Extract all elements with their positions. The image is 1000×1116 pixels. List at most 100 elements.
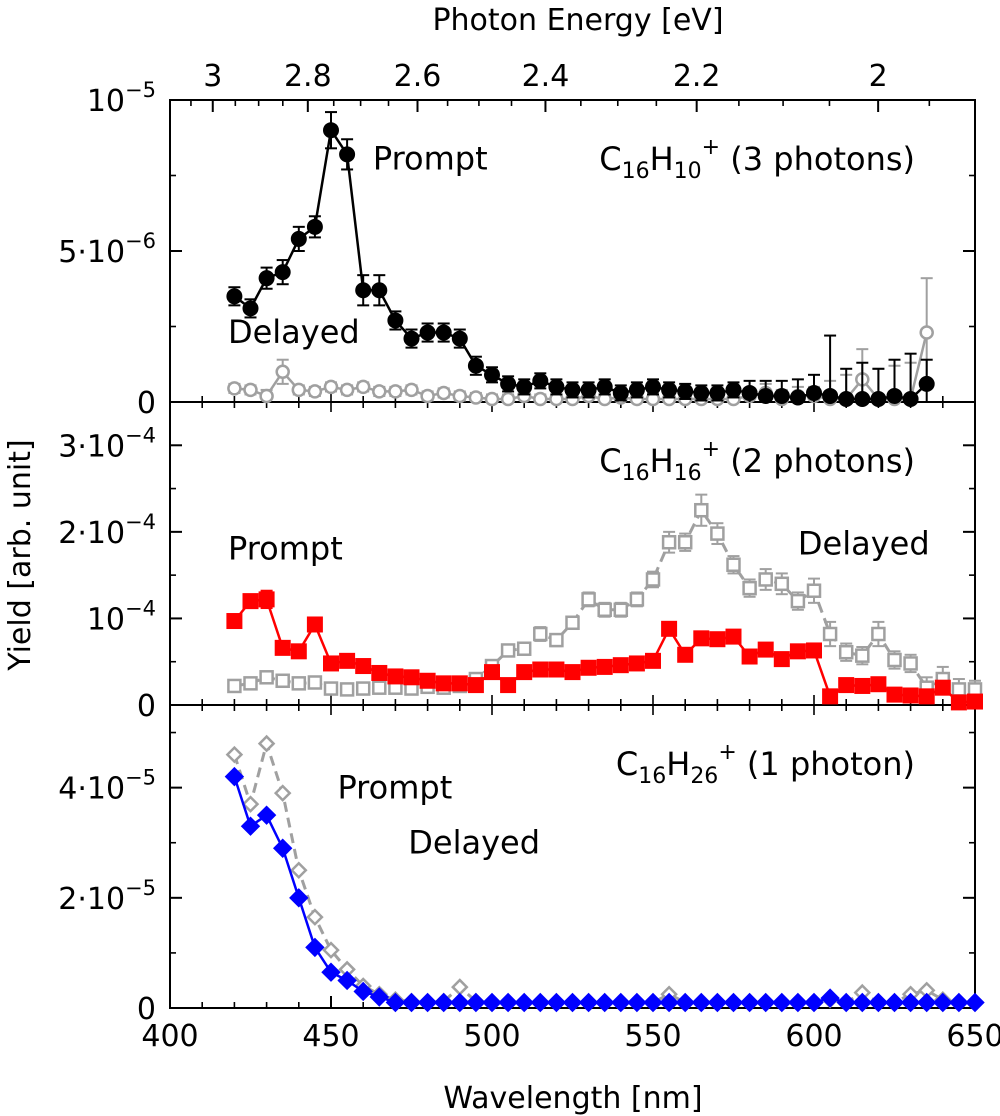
data-point bbox=[484, 391, 500, 407]
data-point bbox=[949, 992, 969, 1013]
data-point bbox=[854, 390, 871, 407]
data-point bbox=[500, 391, 516, 407]
data-series bbox=[224, 111, 985, 1013]
formula-superscript: + bbox=[702, 135, 720, 160]
data-point bbox=[578, 992, 599, 1013]
data-point bbox=[629, 592, 645, 607]
data-point bbox=[564, 381, 581, 398]
data-point bbox=[484, 366, 500, 383]
y-tick-mantissa: 2·10 bbox=[58, 882, 125, 917]
top-tick-label: 2.8 bbox=[284, 59, 332, 94]
data-point bbox=[612, 384, 629, 401]
data-point bbox=[838, 644, 854, 660]
top-tick-label: 2.6 bbox=[394, 59, 442, 94]
formula-tail: (2 photons) bbox=[720, 442, 915, 480]
data-point bbox=[339, 146, 356, 163]
data-point bbox=[403, 669, 420, 686]
data-point bbox=[452, 388, 468, 404]
formula-element: H bbox=[666, 745, 690, 783]
data-point bbox=[675, 992, 695, 1013]
data-point bbox=[388, 384, 403, 399]
y-tick-label: 0 bbox=[137, 992, 156, 1027]
data-point bbox=[322, 941, 340, 959]
data-point bbox=[580, 659, 597, 676]
data-point bbox=[372, 680, 387, 695]
x-tick-label: 450 bbox=[302, 1019, 359, 1054]
y-tick-mantissa: 4·10 bbox=[58, 772, 125, 807]
data-point bbox=[918, 375, 935, 392]
data-point bbox=[468, 390, 484, 405]
data-point bbox=[339, 682, 355, 697]
data-point bbox=[820, 988, 840, 1008]
x-axis-title: Wavelength [nm] bbox=[443, 1081, 702, 1116]
data-point bbox=[372, 384, 387, 399]
formula-subscript: 16 bbox=[622, 461, 650, 486]
data-point bbox=[225, 745, 244, 764]
data-point bbox=[466, 992, 486, 1013]
data-point bbox=[773, 387, 790, 404]
data-point bbox=[484, 664, 500, 681]
data-point bbox=[355, 379, 371, 395]
data-point bbox=[532, 372, 549, 389]
data-point bbox=[822, 688, 839, 705]
top-tick-label: 2 bbox=[869, 59, 888, 94]
y-tick-mantissa: 0 bbox=[137, 992, 156, 1027]
data-point bbox=[258, 270, 275, 287]
y-tick-exponent: −5 bbox=[125, 876, 156, 900]
data-point bbox=[757, 641, 774, 658]
data-point bbox=[659, 992, 679, 1013]
y-tick-exponent: −4 bbox=[125, 510, 156, 534]
data-point bbox=[739, 992, 760, 1013]
x-tick-label: 650 bbox=[946, 1019, 1000, 1054]
formula-subscript: 16 bbox=[622, 159, 650, 184]
data-point bbox=[868, 992, 889, 1013]
formula-element: C bbox=[599, 442, 621, 480]
data-point bbox=[565, 615, 580, 631]
data-point bbox=[822, 387, 839, 404]
data-point bbox=[757, 387, 774, 404]
data-point bbox=[628, 381, 645, 398]
data-point bbox=[321, 962, 341, 982]
data-point bbox=[242, 300, 259, 317]
data-point bbox=[227, 678, 242, 694]
series-label: Delayed bbox=[798, 524, 930, 562]
data-point bbox=[257, 734, 276, 753]
data-point bbox=[790, 593, 806, 609]
data-point bbox=[240, 816, 261, 836]
data-point bbox=[902, 687, 919, 704]
data-point bbox=[741, 648, 758, 665]
y-tick-mantissa: 5·10 bbox=[58, 235, 125, 270]
data-point bbox=[500, 677, 517, 694]
data-point bbox=[806, 642, 822, 659]
data-point bbox=[241, 795, 260, 813]
formula-subscript: 16 bbox=[674, 461, 702, 486]
data-point bbox=[290, 643, 307, 660]
y-tick-mantissa: 0 bbox=[137, 386, 156, 421]
series-prompt-panel-1 bbox=[226, 111, 935, 407]
y-tick-exponent: −4 bbox=[125, 423, 156, 447]
data-point bbox=[433, 992, 454, 1013]
data-point bbox=[355, 681, 371, 696]
data-point bbox=[451, 978, 469, 996]
series-label: Prompt bbox=[337, 769, 452, 807]
data-point bbox=[533, 626, 548, 642]
data-point bbox=[804, 992, 824, 1013]
formula-tail: (3 photons) bbox=[720, 140, 915, 178]
y-tick-mantissa: 3·10 bbox=[58, 429, 125, 464]
data-point bbox=[661, 381, 678, 398]
data-point bbox=[339, 382, 355, 398]
data-point bbox=[597, 602, 612, 618]
formula-element: C bbox=[616, 745, 638, 783]
y-tick-label: 10−5 bbox=[87, 78, 156, 119]
data-point bbox=[290, 230, 307, 247]
formula-superscript: + bbox=[718, 740, 736, 765]
data-point bbox=[594, 992, 615, 1013]
data-point bbox=[467, 357, 484, 374]
data-point bbox=[871, 626, 886, 642]
top-tick-label: 3 bbox=[203, 59, 222, 94]
data-point bbox=[436, 385, 451, 401]
data-point bbox=[789, 389, 806, 406]
data-point bbox=[516, 664, 533, 681]
data-point bbox=[323, 681, 339, 696]
